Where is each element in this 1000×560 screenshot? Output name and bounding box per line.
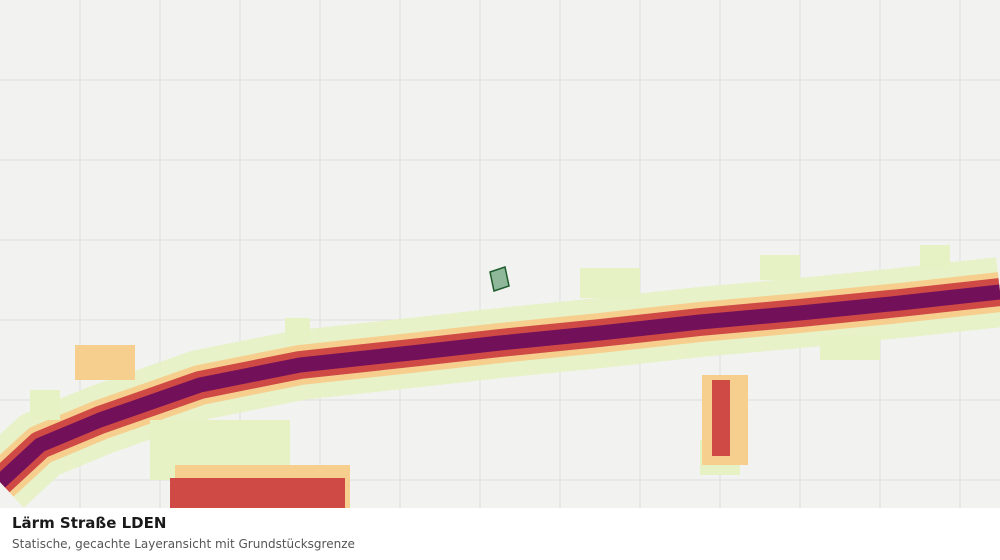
noise-patch [30,390,60,420]
noise-patch [712,380,730,456]
parcel-boundary[interactable] [489,266,510,292]
map-canvas[interactable] [0,0,1000,508]
noise-patch [170,478,345,508]
noise-patches [30,245,950,508]
noise-layer [0,257,1000,508]
tile-grid [0,0,1000,508]
layer-subtitle: Statische, gecachte Layeransicht mit Gru… [12,537,355,551]
noise-patch [75,345,135,380]
info-panel: Lärm Straße LDEN Statische, gecachte Lay… [0,508,1000,560]
noise-patch [760,255,800,280]
noise-patch [285,318,310,343]
noise-patch [920,245,950,270]
noise-patch [820,335,880,360]
layer-title: Lärm Straße LDEN [12,514,167,532]
noise-patch [580,268,640,298]
noise-zone-max [0,284,1000,488]
